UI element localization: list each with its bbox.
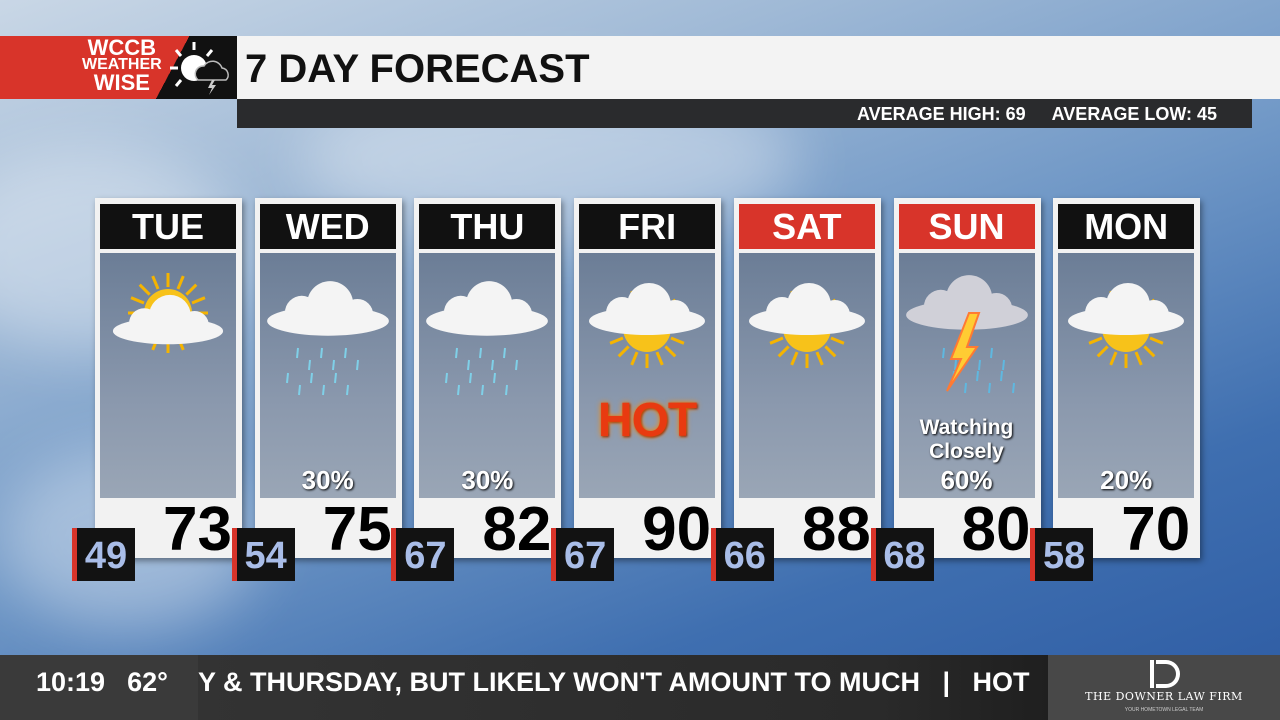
weather-pane: Watching Closely 60% <box>898 253 1035 498</box>
day-label: FRI <box>579 204 716 249</box>
day-label: TUE <box>100 204 236 249</box>
day-card-fri: FRI HOT 90 <box>574 198 722 564</box>
logo-line: WEATHER <box>82 56 162 74</box>
day-label: MON <box>1058 204 1195 249</box>
day-label: THU <box>419 204 556 249</box>
partly-sunny-icon <box>1068 283 1185 368</box>
weather-pane: 30% <box>419 253 556 498</box>
logo-line: WISE <box>93 69 150 95</box>
clock: 10:19 <box>36 667 106 697</box>
precip-chance: 20% <box>1100 465 1153 495</box>
ticker-message: Y & THURSDAY, BUT LIKELY WON'T AMOUNT TO… <box>198 667 1030 697</box>
partly-sunny-icon <box>748 283 865 368</box>
sponsor-logo: THE DOWNER LAW FIRM YOUR HOMETOWN LEGAL … <box>1048 655 1280 720</box>
high-temp: 73 <box>163 495 232 564</box>
averages-bar: AVERAGE HIGH: 69 AVERAGE LOW: 45 <box>237 99 1252 128</box>
day-label: SUN <box>898 204 1035 249</box>
weather-pane: 30% <box>259 253 396 498</box>
day-card-sat: SAT 88 <box>733 198 881 564</box>
high-temp: 82 <box>482 495 552 564</box>
average-high: AVERAGE HIGH: 69 <box>856 104 1026 124</box>
day-label: SAT <box>738 204 875 249</box>
time-temp: 10:19 62° <box>0 655 198 720</box>
logo-text: WCCB WEATHER WISE <box>82 35 162 95</box>
thunderstorm-icon <box>905 275 1028 394</box>
high-temp: 88 <box>801 495 871 564</box>
weather-pane: 20% <box>1058 253 1195 498</box>
day-label: WED <box>259 204 396 249</box>
forecast-note: Watching Closely <box>919 416 1014 463</box>
partly-sunny-icon <box>589 283 706 368</box>
low-temp: 58 <box>1030 528 1094 581</box>
sun-cloud-icon <box>112 273 224 353</box>
downer-law-logo-icon <box>1150 660 1180 688</box>
page-title: 7 DAY FORECAST <box>245 47 590 91</box>
day-card-sun: SUN Watching Closely 60% 80 <box>893 198 1041 564</box>
title-bar: 7 DAY FORECAST <box>237 36 1280 99</box>
sponsor-name: THE DOWNER LAW FIRM <box>1085 690 1243 703</box>
news-ticker: 10:19 62° Y & THURSDAY, BUT LIKELY WON'T … <box>0 655 1048 720</box>
weather-pane <box>738 253 875 498</box>
high-temp: 70 <box>1121 495 1191 564</box>
low-temp: 54 <box>231 528 295 581</box>
weather-pane <box>100 253 236 498</box>
high-temp: 80 <box>961 495 1031 564</box>
low-temp: 67 <box>391 528 455 581</box>
cloud-rain-icon <box>426 281 549 396</box>
low-temp: 67 <box>551 528 615 581</box>
precip-chance: 30% <box>301 465 354 495</box>
precip-chance: 60% <box>940 465 993 495</box>
low-temp: 68 <box>870 528 934 581</box>
ticker-text: Y & THURSDAY, BUT LIKELY WON'T AMOUNT TO… <box>198 655 1048 720</box>
day-card-thu: THU 30% 82 <box>414 198 562 564</box>
day-card-tue: TUE 73 <box>95 198 242 564</box>
day-card-wed: WED 30% 75 <box>254 198 402 564</box>
high-temp: 90 <box>642 495 712 564</box>
day-card-mon: MON 20% 70 <box>1053 198 1201 564</box>
weather-pane: HOT <box>579 253 716 498</box>
sun-storm-logo-icon <box>170 42 229 95</box>
logo-line: WCCB <box>87 35 157 60</box>
average-low: AVERAGE LOW: 45 <box>1051 104 1217 124</box>
current-temp: 62° <box>127 667 168 697</box>
low-temp: 49 <box>72 528 135 581</box>
cloud-rain-icon <box>266 281 389 396</box>
wccb-weather-wise-logo: WCCB WEATHER WISE <box>0 36 237 99</box>
sponsor-tagline: YOUR HOMETOWN LEGAL TEAM <box>1124 707 1204 713</box>
hot-label: HOT <box>597 394 697 447</box>
low-temp: 66 <box>710 528 774 581</box>
precip-chance: 30% <box>461 465 514 495</box>
high-temp: 75 <box>322 495 392 564</box>
